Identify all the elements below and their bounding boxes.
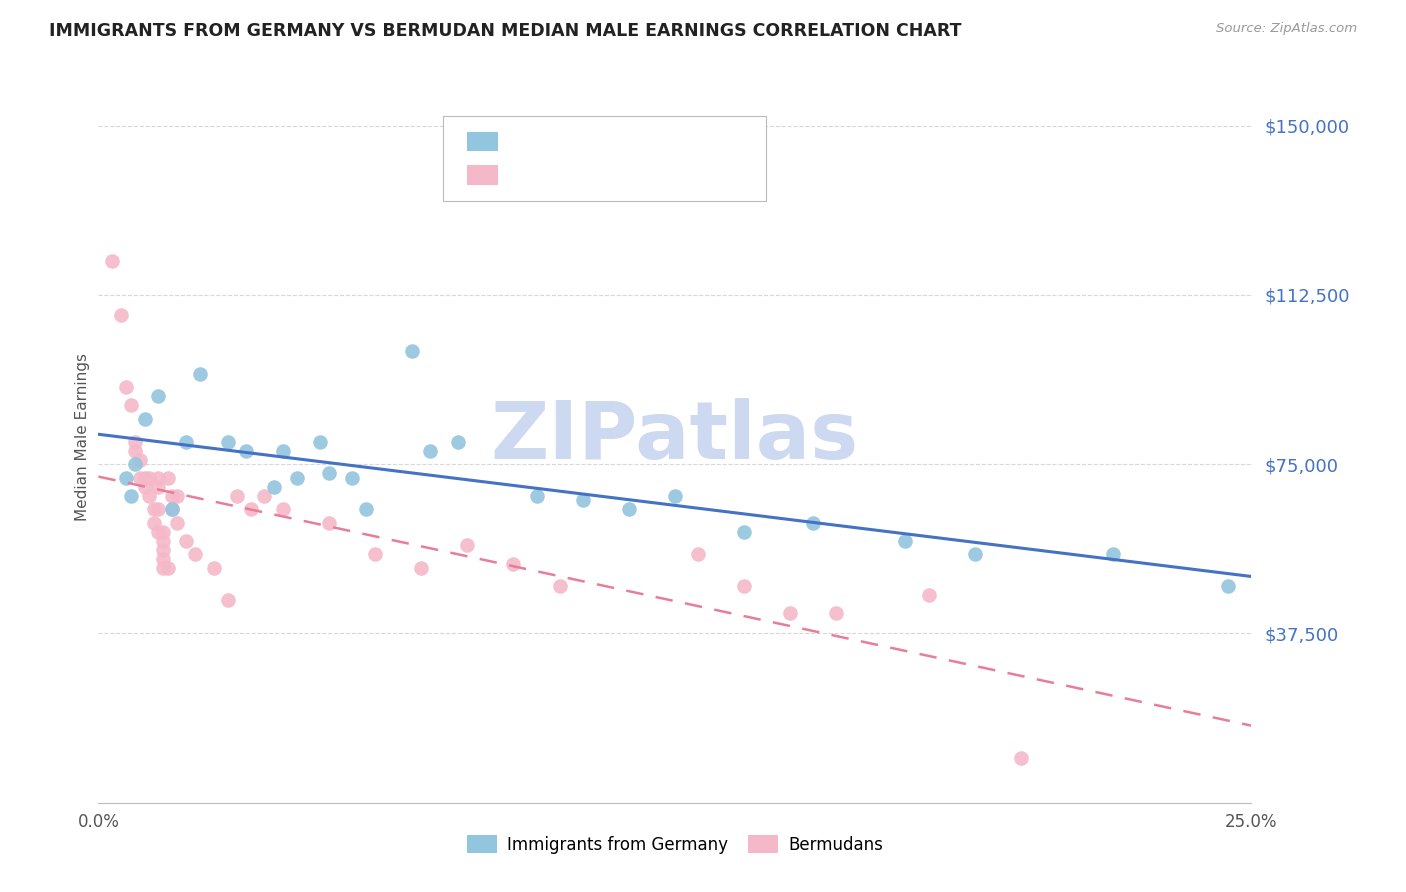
Point: [1218, 579, 1240, 593]
Point: [166, 516, 188, 530]
Point: [447, 434, 470, 449]
Point: [160, 502, 183, 516]
Point: [235, 443, 257, 458]
Point: [354, 502, 377, 516]
Point: [285, 471, 308, 485]
Point: [318, 466, 340, 480]
Point: [401, 344, 423, 359]
Point: [571, 493, 593, 508]
Point: [456, 538, 478, 552]
Point: [134, 480, 156, 494]
Point: [548, 579, 571, 593]
Point: [184, 548, 207, 562]
Legend: Immigrants from Germany, Bermudans: Immigrants from Germany, Bermudans: [460, 829, 890, 860]
Point: [156, 471, 179, 485]
Text: R = -0.057: R = -0.057: [512, 166, 600, 184]
Point: [115, 380, 138, 394]
Point: [148, 389, 170, 403]
Point: [825, 606, 848, 620]
Point: [318, 516, 340, 530]
Point: [152, 533, 174, 548]
Point: [124, 457, 146, 471]
Point: [202, 561, 225, 575]
Point: [308, 434, 330, 449]
Point: [188, 367, 211, 381]
Text: R = -0.560: R = -0.560: [512, 133, 600, 151]
Point: [733, 524, 755, 539]
Point: [917, 588, 939, 602]
Text: Source: ZipAtlas.com: Source: ZipAtlas.com: [1216, 22, 1357, 36]
Point: [894, 533, 917, 548]
Point: [271, 502, 294, 516]
Point: [152, 543, 174, 558]
Point: [502, 557, 524, 571]
Point: [801, 516, 824, 530]
Point: [225, 489, 247, 503]
Point: [217, 434, 239, 449]
Point: [1010, 750, 1032, 764]
Point: [148, 524, 170, 539]
Point: [253, 489, 276, 503]
Point: [148, 502, 170, 516]
Text: N = 30: N = 30: [628, 133, 690, 151]
Point: [129, 452, 152, 467]
Point: [152, 561, 174, 575]
Y-axis label: Median Male Earnings: Median Male Earnings: [75, 353, 90, 521]
Text: ZIPatlas: ZIPatlas: [491, 398, 859, 476]
Point: [664, 489, 686, 503]
Point: [148, 480, 170, 494]
Point: [1102, 548, 1125, 562]
Point: [142, 516, 165, 530]
Point: [156, 561, 179, 575]
Point: [148, 471, 170, 485]
Point: [120, 399, 142, 413]
Point: [411, 561, 433, 575]
Point: [174, 533, 197, 548]
Point: [115, 471, 138, 485]
Point: [129, 471, 152, 485]
Point: [110, 308, 132, 322]
Point: [152, 524, 174, 539]
Point: [686, 548, 709, 562]
Point: [174, 434, 197, 449]
Point: [779, 606, 801, 620]
Point: [152, 552, 174, 566]
Point: [217, 592, 239, 607]
Point: [733, 579, 755, 593]
Point: [138, 489, 160, 503]
Point: [142, 502, 165, 516]
Point: [263, 480, 285, 494]
Point: [134, 471, 156, 485]
Point: [124, 443, 146, 458]
Point: [166, 489, 188, 503]
Point: [138, 471, 160, 485]
Point: [134, 412, 156, 426]
Point: [526, 489, 548, 503]
Point: [160, 502, 183, 516]
Point: [340, 471, 363, 485]
Point: [617, 502, 640, 516]
Point: [364, 548, 387, 562]
Point: [101, 254, 124, 268]
Point: [963, 548, 986, 562]
Point: [124, 434, 146, 449]
Point: [239, 502, 262, 516]
Text: IMMIGRANTS FROM GERMANY VS BERMUDAN MEDIAN MALE EARNINGS CORRELATION CHART: IMMIGRANTS FROM GERMANY VS BERMUDAN MEDI…: [49, 22, 962, 40]
Text: N = 49: N = 49: [628, 166, 690, 184]
Point: [271, 443, 294, 458]
Point: [419, 443, 441, 458]
Point: [160, 489, 183, 503]
Point: [120, 489, 142, 503]
